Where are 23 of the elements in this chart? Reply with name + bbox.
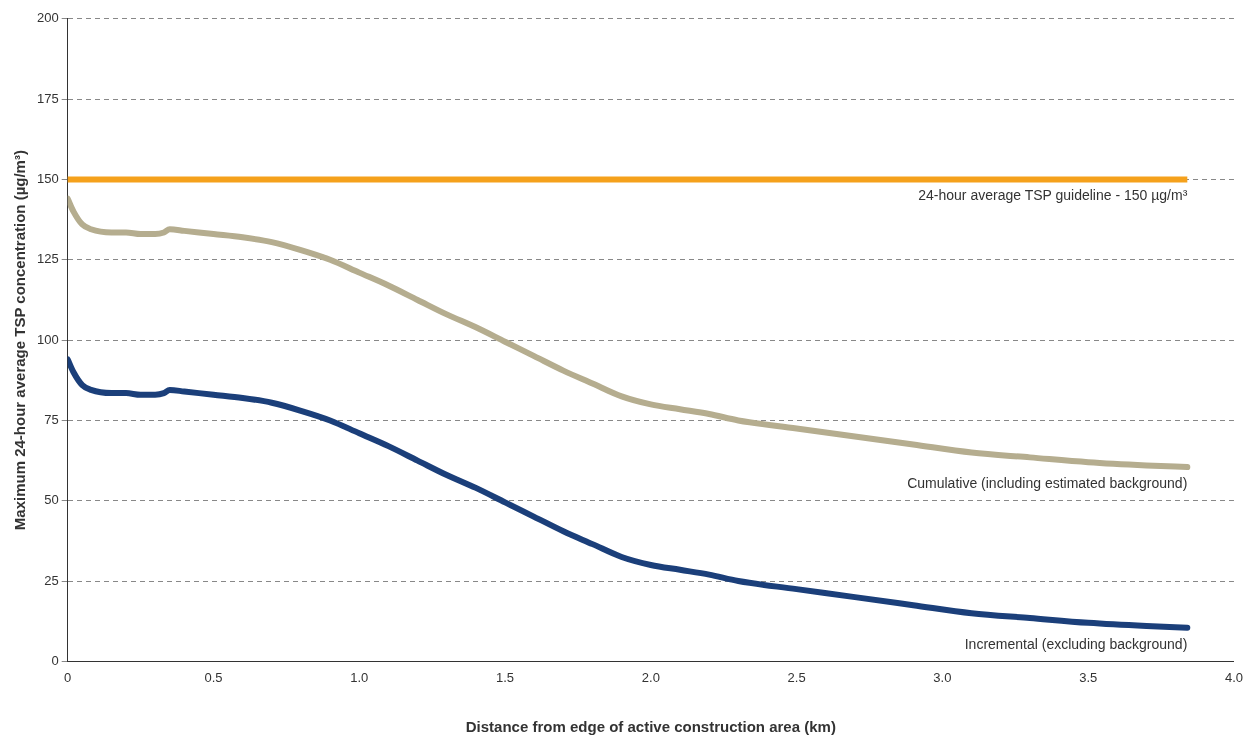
y-tick-label: 25 (44, 572, 59, 588)
y-tick-label: 125 (36, 251, 59, 267)
y-tick-label: 100 (36, 331, 59, 347)
y-tick-label: 0 (51, 652, 59, 668)
x-tick-label: 0.5 (204, 669, 223, 685)
series-label: Incremental (excluding background) (964, 635, 1188, 652)
y-axis-title: Maximum 24-hour average TSP concentration (µg/m³) (11, 150, 29, 531)
y-tick-label: 175 (36, 90, 59, 106)
x-tick-label: 2.5 (787, 669, 806, 685)
x-tick-label: 1.0 (350, 669, 369, 685)
series-label: Cumulative (including estimated background) (907, 474, 1188, 491)
y-tick-label: 200 (36, 10, 59, 26)
x-tick-label: 3.5 (1079, 669, 1098, 685)
y-tick-label: 50 (44, 492, 59, 508)
x-tick-label: 4.0 (1224, 669, 1243, 685)
x-tick-label: 0 (64, 669, 72, 685)
x-tick-label: 1.5 (496, 669, 515, 685)
ref-line-label: 24-hour average TSP guideline - 150 µg/m³ (918, 187, 1188, 204)
x-tick-label: 2.0 (641, 669, 660, 685)
x-tick-label: 3.0 (933, 669, 952, 685)
y-tick-label: 150 (36, 171, 59, 187)
x-axis-title: Distance from edge of active construction area (km) (465, 718, 836, 736)
y-tick-label: 75 (44, 412, 59, 427)
